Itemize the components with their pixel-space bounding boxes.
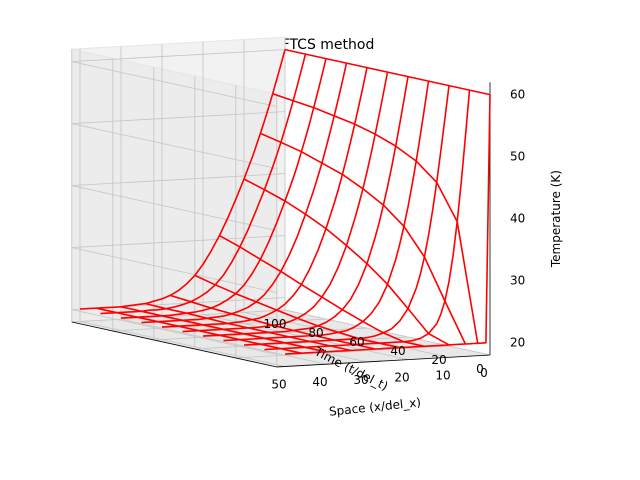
y-tick-label: 80 [308,326,323,340]
x-axis-line [276,354,491,368]
wireframe-time-curve [79,49,286,310]
z-tick-label: 40 [510,212,525,226]
wireframe-space-line [194,274,400,349]
grid-line-z [71,173,286,232]
wireframe-space-line [260,132,467,345]
z-tick-label: 30 [510,274,525,288]
wireframe-space-line [284,48,491,96]
z-axis-label: Temperature (K) [549,170,563,268]
y-tick-label: 40 [390,344,405,358]
z-tick-label: 50 [510,150,525,164]
wireframe-space-line [219,234,425,348]
grid-line-z [71,111,286,170]
wireframe-space-line [272,92,479,344]
wireframe-space-line [96,307,302,354]
x-tick-label: 40 [312,375,327,389]
grid-line-z [71,235,286,294]
wireframe-space-line [169,294,376,350]
grid-line-z [71,297,286,356]
chart-title: FTCS method [282,37,375,53]
x-tick-label: 10 [435,368,450,382]
z-tick-label: 20 [510,336,525,350]
x-tick-label: 30 [353,373,368,387]
y-tick-label: 100 [264,317,287,331]
x-tick-label: 20 [394,371,409,385]
grid-line-z [71,49,286,108]
x-tick-label: 50 [271,378,286,392]
wireframe-space-line [145,302,351,352]
z-tick-label: 60 [510,88,525,102]
y-tick-label: 20 [431,353,446,367]
wireframe-surface [79,48,491,355]
wireframe-space-line [120,306,327,353]
y-tick-label: 0 [476,362,484,376]
x-tick-label: 0 [480,366,488,380]
y-tick-label: 60 [349,335,364,349]
y-axis-line [71,321,277,368]
wireframe-space-line [243,178,450,346]
